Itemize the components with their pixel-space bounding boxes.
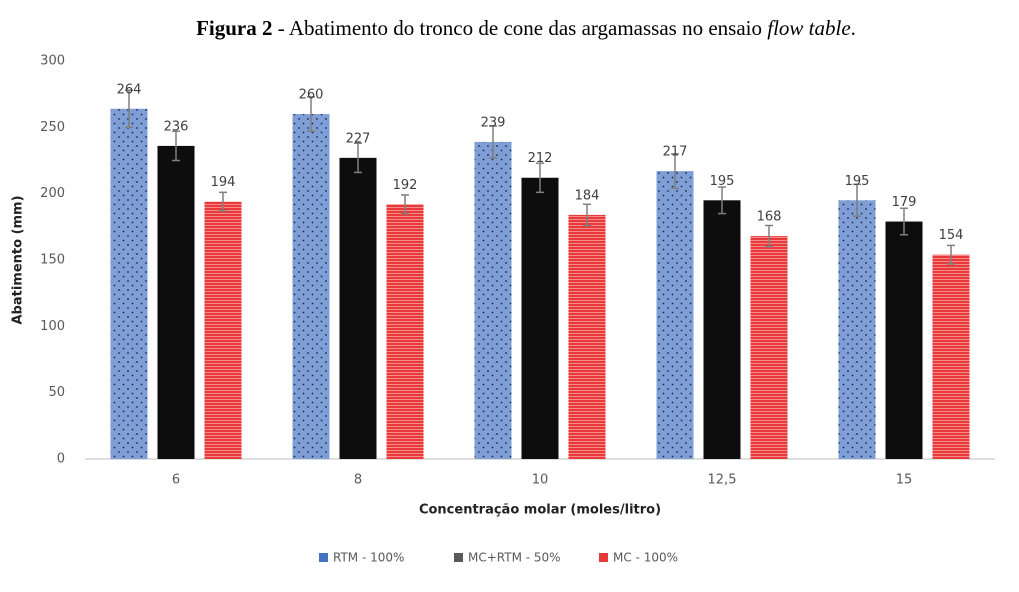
- x-tick-label: 15: [896, 473, 913, 488]
- error-bar: [671, 153, 679, 190]
- title-end: .: [851, 16, 856, 40]
- x-axis-title: Concentração molar (moles/litro): [419, 503, 661, 518]
- error-bar: [354, 142, 362, 174]
- legend-label: RTM - 100%: [333, 551, 404, 565]
- error-bar: [401, 194, 409, 215]
- bar: [656, 171, 694, 459]
- title-label: Figura 2: [196, 16, 272, 40]
- y-tick-label: 50: [48, 385, 65, 400]
- y-tick-label: 100: [40, 319, 65, 334]
- x-tick-label: 6: [172, 473, 180, 488]
- bar: [204, 201, 242, 460]
- data-label: 195: [710, 174, 735, 189]
- x-tick-label: 12,5: [708, 473, 737, 488]
- data-label: 195: [845, 174, 870, 189]
- bar: [292, 114, 330, 460]
- error-bar: [536, 162, 544, 194]
- x-tick-label: 10: [532, 473, 549, 488]
- bar: [157, 145, 195, 459]
- data-label: 260: [299, 88, 324, 103]
- data-label: 227: [346, 131, 371, 146]
- error-bar: [947, 244, 955, 265]
- bar: [110, 108, 148, 459]
- data-label: 264: [117, 82, 142, 97]
- chart-title: Figura 2 - Abatimento do tronco de cone …: [196, 16, 856, 40]
- error-bar: [718, 186, 726, 215]
- y-tick-label: 150: [40, 253, 65, 268]
- legend-swatch: [319, 553, 328, 562]
- data-label: 192: [393, 178, 418, 193]
- bar: [703, 200, 741, 460]
- y-tick-label: 0: [57, 452, 65, 467]
- data-label: 217: [663, 145, 688, 160]
- legend-label: MC+RTM - 50%: [468, 551, 561, 565]
- error-bar: [765, 224, 773, 248]
- data-label: 194: [211, 175, 236, 190]
- error-bar: [172, 130, 180, 162]
- data-label: 179: [892, 195, 917, 210]
- x-tick-label: 8: [354, 473, 362, 488]
- error-bar: [307, 96, 315, 133]
- legend-swatch: [599, 553, 608, 562]
- bar: [932, 254, 970, 459]
- legend-swatch: [454, 553, 463, 562]
- bar: [750, 236, 788, 459]
- error-bar: [219, 191, 227, 212]
- error-bar: [489, 125, 497, 159]
- error-bar: [900, 207, 908, 236]
- bar: [386, 204, 424, 459]
- y-tick-label: 200: [40, 186, 65, 201]
- y-tick-label: 300: [40, 54, 65, 69]
- data-label: 239: [481, 115, 506, 130]
- error-bar: [583, 203, 591, 227]
- y-axis-title: Abatimento (mm): [11, 195, 26, 324]
- y-tick-label: 250: [40, 120, 65, 135]
- bar: [521, 177, 559, 459]
- bar: [339, 157, 377, 459]
- error-bar: [125, 89, 133, 129]
- bar: [838, 200, 876, 460]
- bar: [885, 221, 923, 459]
- data-label: 212: [528, 151, 553, 166]
- legend-label: MC - 100%: [613, 551, 678, 565]
- data-label: 184: [575, 188, 600, 203]
- error-bar: [853, 183, 861, 217]
- bar: [568, 214, 606, 459]
- data-label: 154: [939, 228, 964, 243]
- title-emphasis: flow table: [767, 16, 850, 40]
- bar: [474, 141, 512, 459]
- data-label: 236: [164, 119, 189, 134]
- title-text: - Abatimento do tronco de cone das argam…: [273, 16, 768, 40]
- data-label: 168: [757, 210, 782, 225]
